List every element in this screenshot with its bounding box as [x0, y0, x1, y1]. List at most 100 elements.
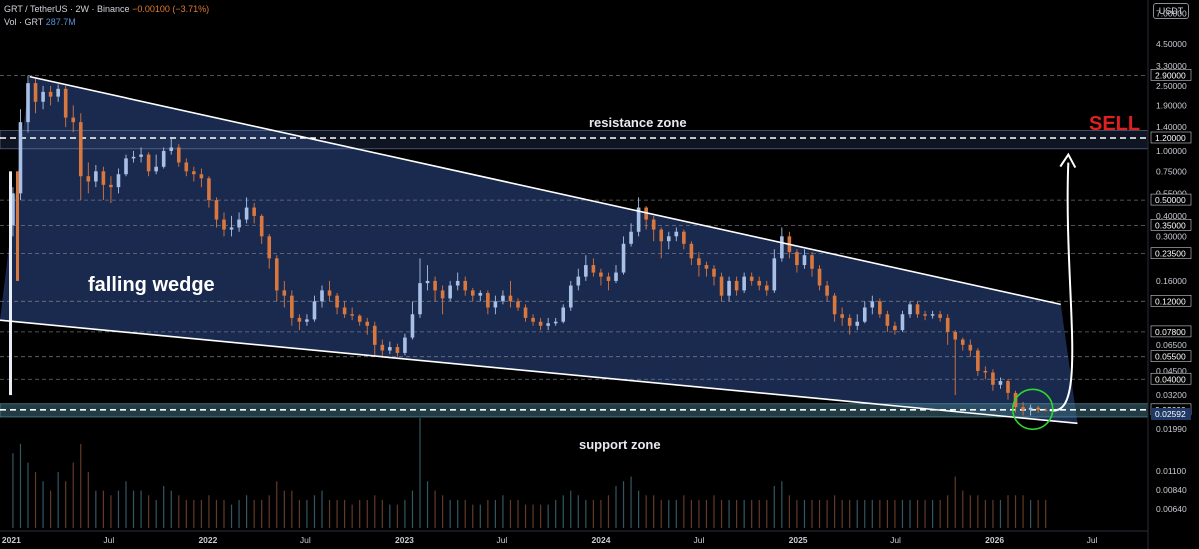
time-tick-label: Jul — [890, 535, 901, 545]
candle-body — [930, 314, 935, 316]
candle-body — [764, 285, 769, 291]
candle-body — [410, 314, 415, 338]
volume-bar — [954, 476, 956, 528]
volume-bar — [947, 495, 949, 528]
candle-body — [478, 292, 483, 296]
candle-body — [878, 301, 882, 315]
candle-body — [78, 122, 83, 177]
level-tag — [1150, 131, 1192, 144]
volume-bar — [19, 443, 22, 528]
candle-body — [689, 243, 694, 259]
volume-bar — [298, 499, 300, 528]
last-price-tag — [1151, 408, 1191, 421]
volume-bar — [419, 418, 421, 528]
candle-body — [161, 150, 166, 167]
wedge-upper-line — [29, 75, 1061, 306]
volume-bar — [803, 499, 806, 528]
candle-body — [154, 166, 158, 172]
volume-bar — [42, 481, 44, 528]
resistance-zone-band — [0, 130, 1149, 150]
time-tick-label: Jul — [1087, 535, 1098, 545]
price-tick-label: 3.30000 — [1156, 61, 1187, 71]
volume-bar — [773, 485, 775, 528]
volume-bar — [924, 499, 926, 528]
zone-fills — [0, 76, 1149, 424]
volume-bar — [215, 499, 218, 528]
volume-bar — [615, 485, 617, 528]
last-price-label: 0.02592 — [1155, 409, 1186, 419]
candle-body — [86, 176, 91, 182]
price-tick-label: 0.55000 — [1156, 188, 1187, 198]
volume-bar — [758, 499, 760, 528]
volume-bar — [690, 499, 692, 528]
candle-body — [659, 229, 664, 242]
candle-body — [697, 258, 701, 266]
candle-body — [991, 372, 995, 385]
volume-bar — [276, 481, 278, 528]
volume-bar — [344, 499, 346, 528]
volume-bar — [826, 499, 828, 528]
candle-body — [274, 258, 279, 291]
volume-bar — [849, 499, 851, 528]
price-tick-label: 0.00840 — [1156, 485, 1187, 495]
volume-bar — [562, 495, 564, 528]
candle-body — [56, 88, 60, 97]
level-tag-label: 0.05500 — [1155, 352, 1186, 362]
candle-body — [101, 171, 106, 185]
candle-body — [599, 272, 603, 277]
candle-body — [960, 339, 965, 345]
volume-bar — [901, 499, 904, 528]
price-tick-label: 4.50000 — [1156, 39, 1187, 49]
time-tick-label: Jul — [694, 535, 705, 545]
volume-bar — [102, 490, 104, 528]
time-tick-label: 2022 — [198, 535, 217, 545]
candle-body — [455, 280, 460, 286]
candle-body — [614, 272, 618, 281]
candle-body — [124, 158, 128, 175]
price-tick-label: 0.06500 — [1156, 340, 1187, 350]
volume-bar — [856, 499, 858, 528]
candle-body — [109, 184, 113, 188]
volume-bar — [517, 499, 519, 528]
volume-bar — [208, 495, 210, 528]
volume-bar — [426, 481, 429, 528]
level-tag-label: 0.07800 — [1155, 327, 1186, 337]
volume-bar — [442, 495, 444, 528]
volume-value: 287.7M — [45, 17, 76, 27]
volume-bar — [751, 499, 753, 528]
volume-bar — [261, 499, 263, 528]
candle-body — [192, 171, 196, 175]
candle-body — [734, 280, 739, 291]
volume-bar — [916, 499, 919, 528]
time-tick-label: Jul — [103, 535, 114, 545]
volume-bar — [65, 481, 67, 528]
level-tag-label: 0.23500 — [1155, 249, 1186, 259]
level-tag — [1150, 295, 1192, 307]
volume-bar — [939, 499, 941, 528]
volume-bar — [932, 499, 934, 528]
time-axis[interactable]: 2021 Jul 2022 Jul 2023 Jul 2024 Jul 2025 Jul 2026 J… — [0, 530, 1148, 545]
candle-body — [214, 200, 219, 220]
price-tick-label: 2.50000 — [1156, 81, 1187, 91]
candle-body — [651, 219, 656, 230]
candle-body — [9, 171, 12, 396]
volume-bar — [592, 499, 594, 528]
candle-body — [380, 344, 385, 351]
candle-body — [237, 219, 241, 228]
price-axis[interactable]: 7.00000 4.50000 3.30000 2.50000 1.90000 1.400… — [1147, 0, 1199, 549]
price-tick-label: 0.75000 — [1156, 166, 1187, 176]
candle-body — [1036, 407, 1040, 410]
volume-bar — [95, 490, 97, 528]
candle-body — [403, 337, 407, 353]
price-tick-label: 1.40000 — [1156, 122, 1187, 132]
currency-button[interactable]: USDT — [1153, 3, 1189, 19]
candle-body — [998, 381, 1003, 385]
volume-bar — [170, 490, 172, 528]
candle-body — [26, 83, 30, 123]
volume-bar — [999, 499, 1002, 528]
volume-bar — [570, 490, 572, 528]
candle-body — [825, 285, 829, 296]
candle-body — [41, 91, 45, 102]
volume-bar — [140, 490, 142, 528]
